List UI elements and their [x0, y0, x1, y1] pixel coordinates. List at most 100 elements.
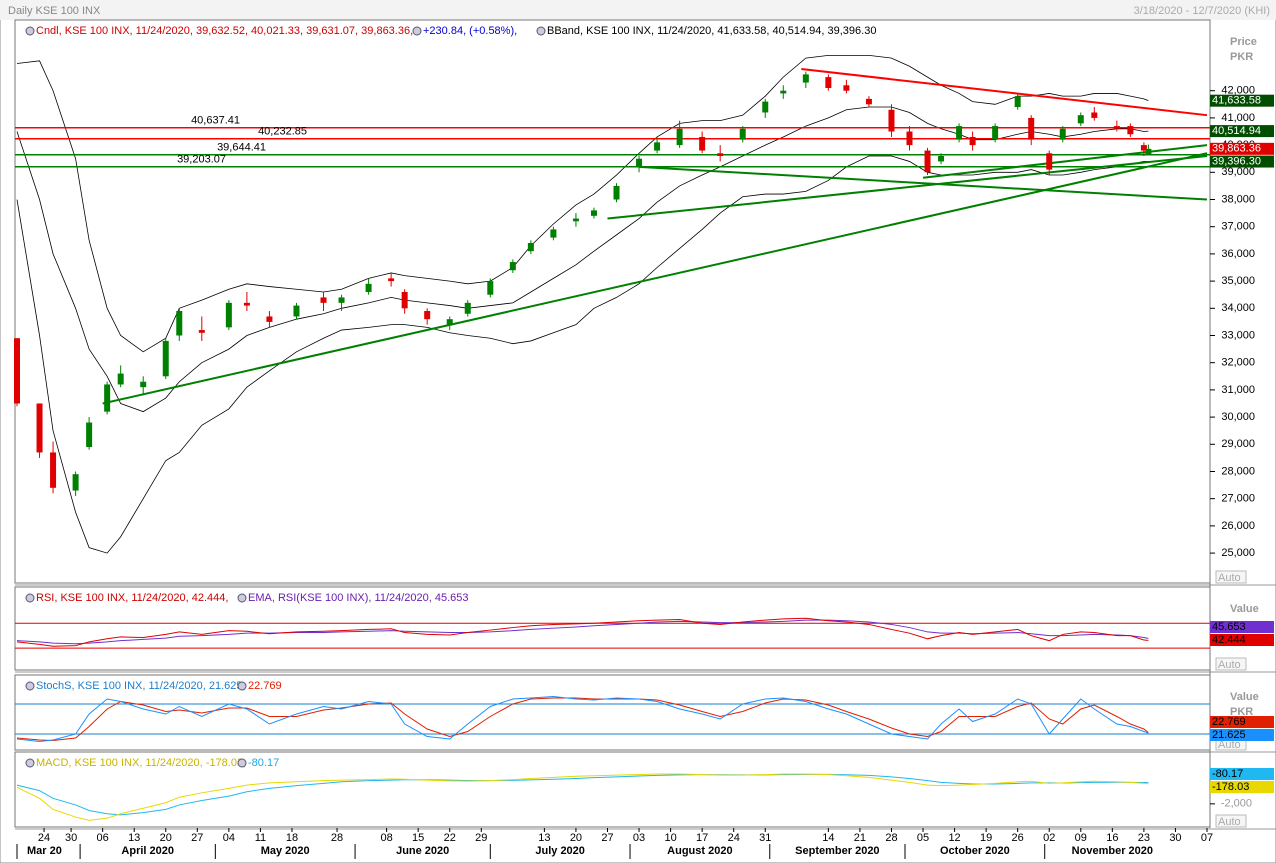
legend-entry: Cndl, KSE 100 INX, 11/24/2020, 39,632.52… [36, 25, 413, 37]
month-label: May 2020 [261, 845, 310, 857]
legend-entry: BBand, KSE 100 INX, 11/24/2020, 41,633.5… [547, 25, 876, 37]
candle-body [843, 85, 850, 91]
y-tick-label: 33,000 [1221, 329, 1255, 341]
last-value-box [1210, 781, 1274, 793]
y-tick-label: 38,000 [1221, 193, 1255, 205]
candle-body [527, 243, 534, 252]
last-value-box [1210, 125, 1274, 138]
level-label: 39,203.07 [177, 154, 226, 166]
x-tick-label: 31 [759, 832, 771, 844]
legend-icon [25, 681, 35, 691]
candle-body [225, 302, 232, 328]
y-tick-label: 37,000 [1221, 221, 1255, 233]
x-tick-label: 27 [601, 832, 613, 844]
indicator-line [16, 619, 1149, 645]
x-tick-label: 06 [97, 832, 109, 844]
y-tick-label: 31,000 [1221, 384, 1255, 396]
candle-body [1059, 128, 1066, 140]
trendline [607, 154, 1208, 220]
candle-body [176, 311, 183, 336]
last-value-box [1210, 716, 1274, 728]
candle-body [1145, 148, 1152, 156]
x-tick-label: 12 [948, 832, 960, 844]
x-tick-label: 24 [728, 832, 740, 844]
legend-icon [25, 26, 35, 36]
x-tick-label: 19 [980, 832, 992, 844]
x-tick-label: 13 [538, 832, 550, 844]
auto-label: Auto [1218, 739, 1241, 751]
x-tick-label: 22 [444, 832, 456, 844]
x-tick-label: 26 [1012, 832, 1024, 844]
x-tick-label: 30 [1169, 832, 1181, 844]
trendline [922, 144, 1208, 179]
last-value-label: 40,514.94 [1212, 125, 1261, 137]
candle-body [1028, 117, 1035, 140]
bollinger-upper [16, 54, 1149, 353]
legend-entry: +230.84, (+0.58%), [423, 25, 517, 37]
candle-body [717, 153, 724, 156]
candle-body [654, 142, 661, 151]
candle-body [1091, 112, 1098, 118]
legend-entry: StochS, KSE 100 INX, 11/24/2020, 21.625, [36, 680, 246, 692]
x-tick-label: 23 [1138, 832, 1150, 844]
candle-body [509, 262, 516, 271]
candle-body [1127, 126, 1134, 135]
candle-body [117, 373, 124, 385]
auto-button [1215, 570, 1247, 584]
y-tick-label: 41,000 [1221, 112, 1255, 124]
x-tick-label: 24 [38, 832, 50, 844]
legend-entry: MACD, KSE 100 INX, 11/24/2020, -178.03, [36, 757, 246, 769]
candle-body [266, 316, 273, 322]
last-value-box [1210, 142, 1274, 155]
candle-body [613, 185, 620, 200]
candle-body [825, 77, 832, 88]
candle-body [320, 297, 327, 303]
candle-body [938, 155, 945, 162]
legend-entry: EMA, RSI(KSE 100 INX), 11/24/2020, 45.65… [248, 592, 469, 604]
x-tick-label: 09 [1075, 832, 1087, 844]
y-tick-label: 34,000 [1221, 302, 1255, 314]
candle-body [401, 291, 408, 309]
x-tick-label: 02 [1043, 832, 1055, 844]
auto-label: Auto [1218, 572, 1241, 584]
x-tick-label: 11 [255, 832, 266, 844]
legend-entry: RSI, KSE 100 INX, 11/24/2020, 42.444, [36, 592, 228, 604]
y-tick-label: 27,000 [1221, 493, 1255, 505]
auto-label: Auto [1218, 816, 1241, 828]
candle-body [1140, 145, 1147, 151]
candle-body [676, 128, 683, 146]
candle-body [699, 136, 706, 151]
candle-body [802, 74, 809, 83]
last-value-label: 42.444 [1212, 634, 1246, 646]
x-tick-label: 17 [696, 832, 708, 844]
candle-body [1046, 153, 1053, 170]
candle-body [969, 136, 976, 146]
x-tick-label: 28 [885, 832, 897, 844]
y-tick-label: 36,000 [1221, 248, 1255, 260]
candle-body [36, 403, 43, 453]
y-tick-label: 35,000 [1221, 275, 1255, 287]
date-range: 3/18/2020 - 12/7/2020 (KHI) [1134, 5, 1270, 17]
candle-body [572, 218, 579, 222]
month-label: November 2020 [1072, 845, 1153, 857]
axis-title: PKR [1230, 706, 1253, 718]
candle-body [780, 90, 787, 94]
candle-body [162, 340, 169, 377]
candle-body [338, 297, 345, 303]
x-tick-label: 28 [331, 832, 343, 844]
bollinger-lower [16, 155, 1149, 554]
x-tick-label: 14 [822, 832, 834, 844]
last-value-box [1210, 634, 1274, 646]
last-value-label: 45.653 [1212, 621, 1246, 633]
y-tick-label: 42,000 [1221, 85, 1255, 97]
last-value-label: -80.17 [1212, 768, 1243, 780]
last-value-label: 21.625 [1212, 729, 1246, 741]
legend-icon [412, 26, 422, 36]
x-tick-label: 05 [917, 832, 929, 844]
x-tick-label: 30 [65, 832, 77, 844]
candle-body [739, 128, 746, 140]
x-tick-label: 08 [380, 832, 392, 844]
bollinger-middle [16, 106, 1149, 413]
